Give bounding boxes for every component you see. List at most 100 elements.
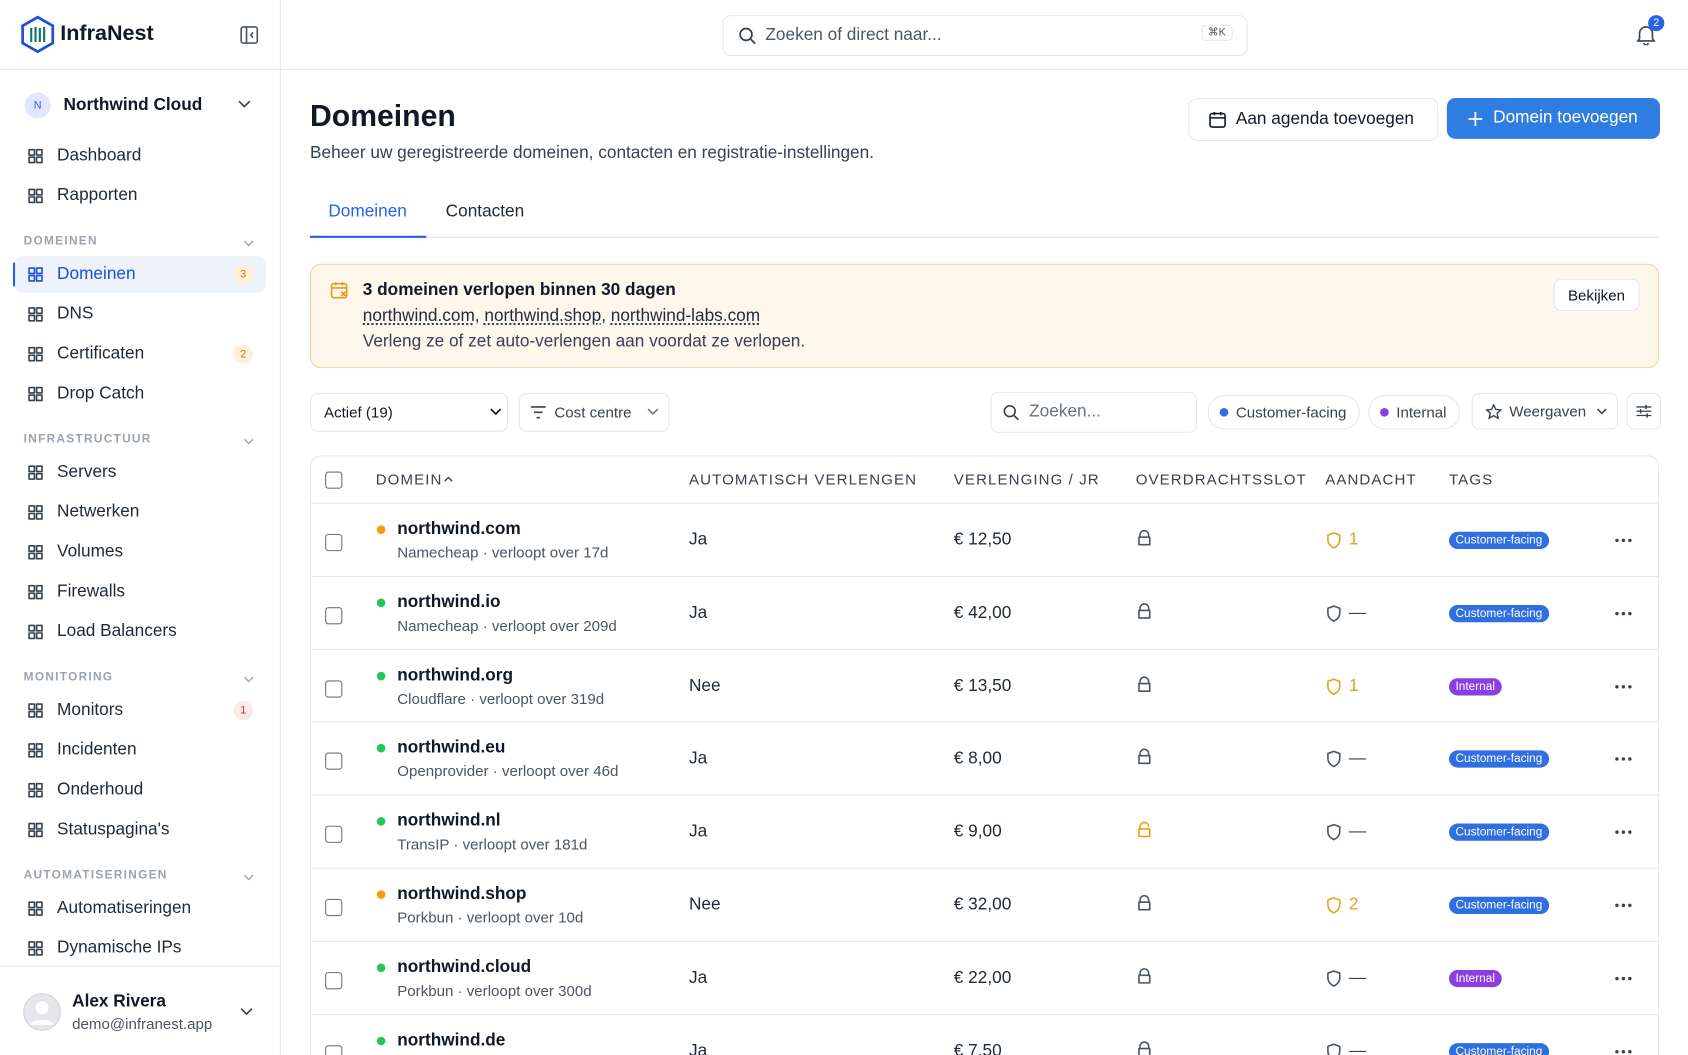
nav-icon: [28, 624, 43, 640]
nav-label: Volumes: [57, 542, 124, 561]
nav-icon: [28, 703, 43, 718]
tag-filter[interactable]: Internal: [1368, 395, 1460, 430]
separator: ,: [474, 306, 485, 326]
status-dot: [376, 525, 386, 534]
table-row: northwind.de Ja € 7,50 — Customer-facing: [310, 1013, 1659, 1055]
auto-renew: Ja: [688, 530, 708, 550]
table-search[interactable]: Zoeken...: [990, 391, 1198, 433]
column-header[interactable]: DOMEIN: [375, 470, 443, 488]
nav-item[interactable]: Firewalls: [14, 574, 266, 611]
row-actions[interactable]: [1615, 611, 1632, 616]
row-actions[interactable]: [1615, 976, 1632, 981]
nav-item[interactable]: Dynamische IPs: [14, 930, 266, 967]
domain-name[interactable]: northwind.org: [397, 665, 514, 685]
global-search[interactable]: Zoeken of direct naar... ⌘K: [722, 15, 1248, 56]
attention-icon: [1327, 678, 1341, 695]
columns-button[interactable]: [1626, 392, 1662, 430]
nav-item[interactable]: Netwerken: [14, 494, 266, 531]
domain-name[interactable]: northwind.de: [397, 1030, 506, 1050]
domain-name[interactable]: northwind.io: [397, 592, 501, 612]
row-actions[interactable]: [1615, 1049, 1632, 1054]
tag: Customer-facing: [1449, 750, 1549, 768]
status-select[interactable]: Actief (19): [310, 392, 509, 432]
attention: —: [1348, 968, 1367, 987]
domain-name[interactable]: northwind.cloud: [397, 957, 532, 977]
user-menu[interactable]: Alex Rivera demo@infranest.app: [0, 965, 280, 1055]
column-header[interactable]: VERLENGING / JR: [953, 470, 1100, 488]
topbar: Zoeken of direct naar... ⌘K 2: [280, 0, 1688, 70]
row-actions[interactable]: [1615, 903, 1632, 908]
icon-shape: [1327, 970, 1341, 987]
auto-renew: Ja: [688, 1041, 708, 1055]
nav-item[interactable]: Automatiseringen: [14, 890, 266, 927]
row-actions[interactable]: [1615, 830, 1632, 835]
column-header[interactable]: AUTOMATISCH VERLENGEN: [688, 470, 918, 488]
row-checkbox[interactable]: [325, 533, 343, 552]
workspace-name: Northwind Cloud: [63, 95, 203, 115]
workspace-switcher[interactable]: N Northwind Cloud: [14, 86, 266, 125]
collapse-button[interactable]: [240, 26, 259, 44]
domain-name[interactable]: northwind.com: [397, 519, 521, 539]
nav-icon: [28, 901, 43, 916]
nav-item[interactable]: Monitors 1: [14, 692, 266, 729]
calendar-button[interactable]: Aan agenda toevoegen: [1188, 97, 1439, 142]
nav-label: Rapporten: [57, 186, 138, 205]
attention: 1: [1348, 530, 1359, 550]
row-checkbox[interactable]: [325, 606, 343, 625]
tag-filter-label: Customer-facing: [1235, 403, 1347, 421]
domain-name[interactable]: northwind.eu: [397, 738, 506, 758]
cost-filter[interactable]: Cost centre: [518, 392, 670, 432]
nav-item[interactable]: Drop Catch: [14, 376, 266, 413]
alert-link[interactable]: northwind.com: [362, 306, 475, 326]
nav-item[interactable]: Certificaten 2: [14, 336, 266, 373]
row-actions[interactable]: [1615, 757, 1632, 762]
add-domain-button[interactable]: Domein toevoegen: [1446, 97, 1661, 139]
nav-item[interactable]: Incidenten: [14, 732, 266, 769]
nav-item[interactable]: DNS: [14, 296, 266, 333]
attention: —: [1348, 822, 1367, 841]
table-row: northwind.org Cloudflare · verloopt over …: [310, 648, 1659, 723]
nav-item[interactable]: Load Balancers: [14, 614, 266, 651]
price: € 13,50: [953, 676, 1012, 696]
nav-icon: [28, 346, 43, 362]
row-checkbox[interactable]: [325, 679, 343, 698]
views-button[interactable]: Weergaven: [1471, 392, 1619, 430]
calendar-icon: [1209, 111, 1226, 128]
page-subtitle: Beheer uw geregistreerde domeinen, conta…: [310, 144, 875, 163]
nav-label: Statuspagina's: [57, 820, 170, 839]
column-header[interactable]: AANDACHT: [1325, 470, 1417, 488]
nav-item[interactable]: Onderhoud: [14, 772, 266, 809]
domain-name[interactable]: northwind.shop: [397, 884, 527, 904]
nav-badge: 2: [233, 344, 253, 364]
nav-item[interactable]: Dashboard: [14, 138, 266, 175]
tab[interactable]: Domeinen: [328, 202, 407, 221]
nav-item[interactable]: Statuspagina's: [14, 812, 266, 849]
row-actions[interactable]: [1615, 538, 1632, 543]
transfer-lock: [1138, 821, 1151, 838]
domains-table: [310, 455, 1659, 1055]
nav-item[interactable]: Domeinen 3: [12, 256, 266, 293]
nav-item[interactable]: Servers: [14, 454, 266, 491]
tag-filter[interactable]: Customer-facing: [1207, 395, 1360, 430]
alert-button[interactable]: Bekijken: [1553, 278, 1640, 312]
attention-icon: [1327, 970, 1341, 987]
column-header[interactable]: TAGS: [1449, 470, 1494, 488]
row-checkbox[interactable]: [325, 971, 343, 990]
column-header[interactable]: OVERDRACHTSSLOT: [1135, 470, 1307, 488]
attention: 2: [1348, 895, 1359, 914]
row-checkbox[interactable]: [325, 898, 343, 917]
alert-link[interactable]: northwind-labs.com: [610, 306, 761, 326]
tab[interactable]: Contacten: [445, 202, 525, 221]
nav-icon: [28, 822, 43, 838]
nav-item[interactable]: Volumes: [14, 534, 266, 571]
select-all[interactable]: [325, 471, 343, 489]
row-checkbox[interactable]: [325, 825, 343, 844]
row-checkbox[interactable]: [325, 1044, 343, 1055]
shortcut: ⌘K: [1201, 24, 1233, 41]
row-actions[interactable]: [1615, 684, 1632, 689]
row-checkbox[interactable]: [325, 752, 343, 771]
alert-title: 3 domeinen verlopen binnen 30 dagen: [362, 280, 676, 300]
domain-name[interactable]: northwind.nl: [397, 811, 501, 831]
nav-item[interactable]: Rapporten: [14, 178, 266, 215]
alert-link[interactable]: northwind.shop: [484, 306, 602, 326]
